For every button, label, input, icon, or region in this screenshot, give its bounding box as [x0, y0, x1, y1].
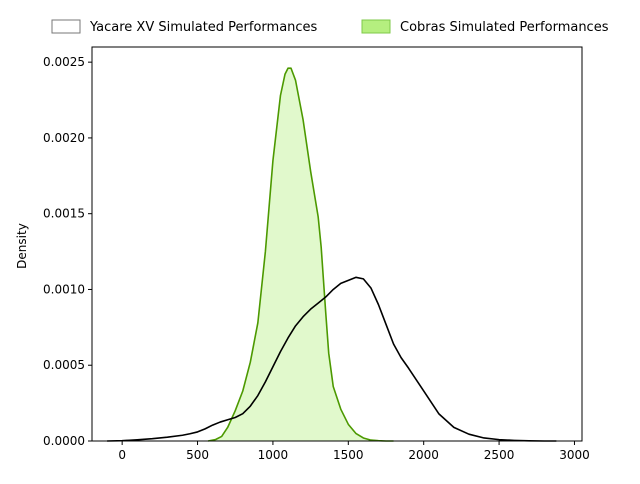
x-tick-label: 0 — [118, 448, 126, 462]
x-tick-label: 1000 — [258, 448, 289, 462]
y-tick-label: 0.0000 — [43, 434, 85, 448]
legend: Yacare XV Simulated Performances Cobras … — [51, 19, 609, 35]
y-tick-label: 0.0025 — [43, 55, 85, 69]
x-tick-label: 2500 — [484, 448, 515, 462]
plot-area — [107, 67, 557, 442]
axes-frame — [91, 46, 583, 442]
y-tick-label: 0.0015 — [43, 207, 85, 221]
legend-swatch-cobras — [361, 19, 391, 34]
legend-label-yacare: Yacare XV Simulated Performances — [89, 20, 318, 35]
x-tick-label: 3000 — [559, 448, 590, 462]
x-tick-label: 2000 — [408, 448, 439, 462]
y-tick-label: 0.0005 — [43, 358, 85, 372]
series-area-1 — [208, 68, 394, 441]
series-line-0 — [107, 276, 557, 442]
series-line-1 — [207, 67, 394, 442]
legend-label-cobras: Cobras Simulated Performances — [400, 20, 609, 35]
y-tick-label: 0.0020 — [43, 131, 85, 145]
y-tick-label: 0.0010 — [43, 282, 85, 296]
axes: 0 500 1000 1500 2000 2500 3000 0.0000 0.0005 0.00… — [43, 46, 590, 462]
x-tick-label: 1500 — [333, 448, 364, 462]
y-axis-label: Density — [15, 223, 29, 269]
legend-swatch-yacare — [51, 19, 81, 34]
x-tick-label: 500 — [186, 448, 209, 462]
